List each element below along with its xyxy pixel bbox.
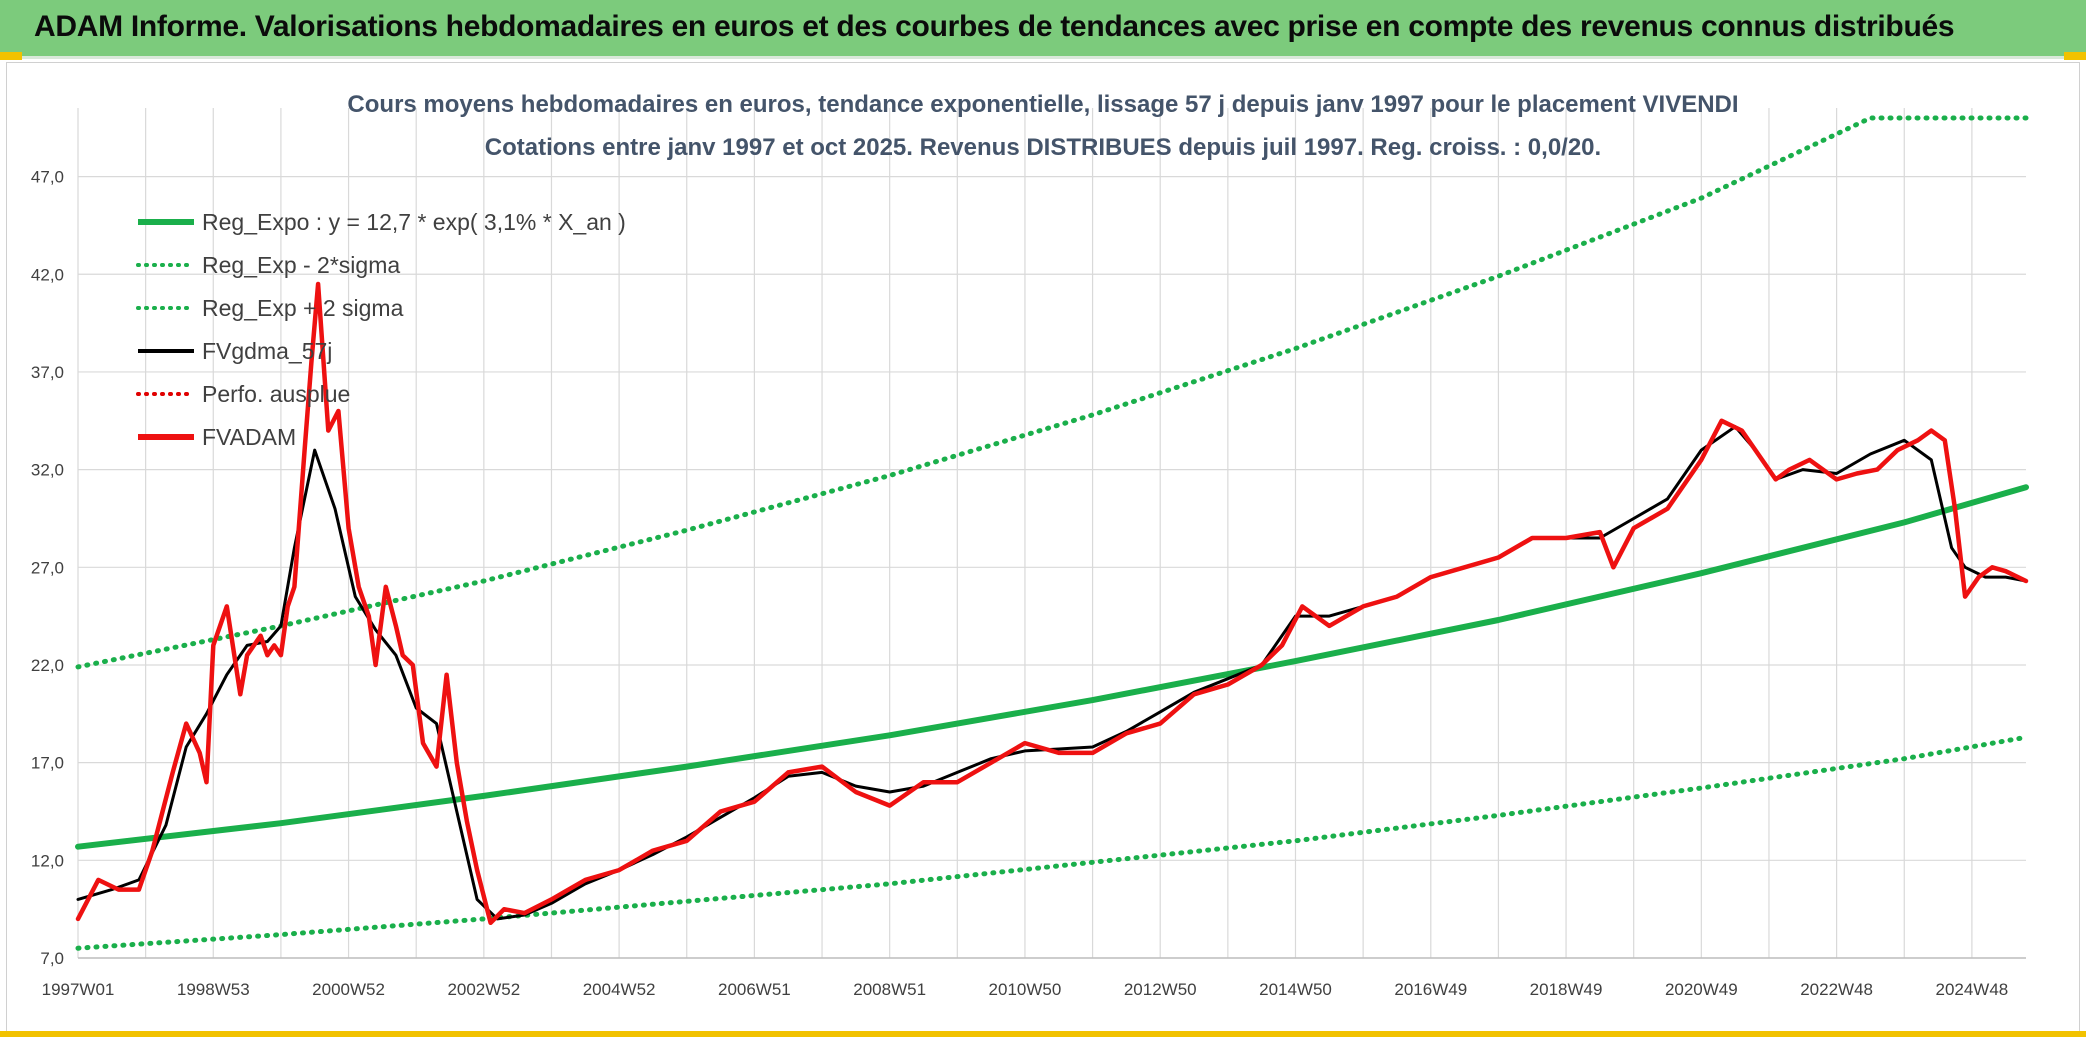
- title-banner: ADAM Informe. Valorisations hebdomadaire…: [0, 0, 2086, 60]
- y-tick-label: 22,0: [31, 656, 64, 675]
- x-tick-label: 1997W01: [42, 980, 115, 999]
- reg-expo-line: [75, 484, 2029, 850]
- x-tick-label: 2008W51: [853, 980, 926, 999]
- reg-exp-plus-2sigma-line: [75, 115, 2029, 670]
- x-tick-label: 2006W51: [718, 980, 791, 999]
- y-tick-label: 27,0: [31, 558, 64, 577]
- banner-accent-right: [2064, 52, 2086, 60]
- x-tick-label: 2012W50: [1124, 980, 1197, 999]
- legend-label: Reg_Expo : y = 12,7 * exp( 3,1% * X_an ): [202, 209, 626, 235]
- chart-title: Cours moyens hebdomadaires en euros, ten…: [347, 91, 1738, 118]
- x-axis-ticks: 1997W01 1998W53 2000W52 2002W52 2004W52 2006W…: [42, 980, 2009, 999]
- y-tick-label: 17,0: [31, 754, 64, 773]
- x-tick-label: 2014W50: [1259, 980, 1332, 999]
- fvadam-line: [75, 281, 2029, 926]
- y-tick-label: 42,0: [31, 265, 64, 284]
- banner-accent-left: [0, 52, 22, 60]
- y-tick-label: 12,0: [31, 851, 64, 870]
- series-layer: [75, 115, 2029, 951]
- y-tick-label: 47,0: [31, 168, 64, 187]
- x-tick-label: 2018W49: [1530, 980, 1603, 999]
- y-tick-label: 7,0: [40, 949, 64, 968]
- legend-label: Reg_Exp - 2*sigma: [202, 252, 400, 278]
- legend: Reg_Expo : y = 12,7 * exp( 3,1% * X_an )…: [136, 209, 626, 450]
- bottom-accent-bar: [0, 1031, 2086, 1037]
- x-tick-label: 2016W49: [1394, 980, 1467, 999]
- fvgdma-57j-line: [76, 425, 2028, 921]
- x-tick-label: 2020W49: [1665, 980, 1738, 999]
- x-tick-label: 1998W53: [177, 980, 250, 999]
- x-tick-label: 2002W52: [447, 980, 520, 999]
- reg-exp-minus-2sigma-line: [75, 734, 2029, 951]
- legend-label: FVADAM: [202, 424, 296, 450]
- y-tick-label: 37,0: [31, 363, 64, 382]
- y-tick-label: 32,0: [31, 461, 64, 480]
- legend-label: Reg_Exp + 2 sigma: [202, 295, 404, 321]
- legend-label: Perfo. ausplue: [202, 381, 350, 407]
- x-tick-label: 2004W52: [583, 980, 656, 999]
- grid-lines: [77, 108, 2026, 959]
- y-axis-ticks: 7,0 12,0 17,0 22,0 27,0 32,0 37,0 42,0 47,0: [31, 168, 64, 968]
- chart-subtitle: Cotations entre janv 1997 et oct 2025. R…: [485, 134, 1601, 161]
- x-tick-label: 2010W50: [989, 980, 1062, 999]
- x-tick-label: 2024W48: [1935, 980, 2008, 999]
- x-tick-label: 2000W52: [312, 980, 385, 999]
- legend-label: FVgdma_57j: [202, 338, 332, 364]
- x-tick-label: 2022W48: [1800, 980, 1873, 999]
- banner-title: ADAM Informe. Valorisations hebdomadaire…: [34, 10, 1955, 43]
